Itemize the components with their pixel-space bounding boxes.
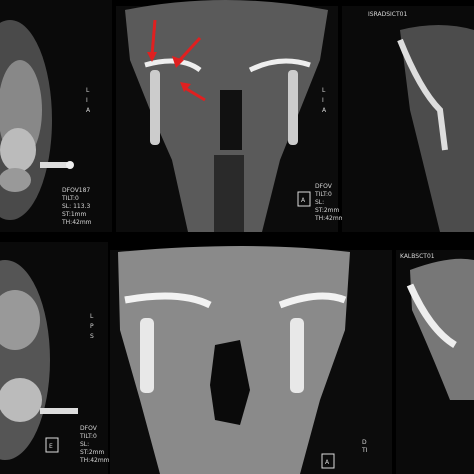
overlay-text: SL: [80,441,89,448]
anatomy-shape [40,408,78,414]
anatomy-shape [288,70,298,145]
anatomy-shape [124,292,347,309]
overlay-text: L [322,87,326,94]
overlay-text: DFOV [80,425,98,432]
overlay-text: SL: [315,199,324,206]
overlay-text: P [90,323,94,330]
overlay-text: A [301,197,306,204]
anatomy-shape [406,283,457,349]
overlay-text: TH:42mm [314,215,345,222]
anatomy-shape [0,128,36,172]
panel-top-right: ISRADSICT01 [342,6,474,232]
overlay-text: DFOV187 [62,187,90,194]
anatomy-shape [40,162,72,168]
overlay-text: SL: 113.3 [62,203,90,210]
anatomy-shape [410,258,474,400]
overlay-text: ST:2mm [315,207,339,214]
anatomy-shape [0,378,42,422]
overlay-text: TILT:0 [61,195,79,202]
overlay-text: ST:1mm [62,211,86,218]
overlay-text: I [86,97,88,104]
anatomy-shape [150,19,206,102]
overlay-text: L [90,313,94,320]
overlay-text: DFOV [315,183,333,190]
panel-bottom-right: KALBSCT01 [396,250,474,474]
overlay-text: E [49,443,53,450]
overlay-text: KALBSCT01 [400,253,435,260]
anatomy-shape [397,38,448,151]
panel-bottom-left: DFOV TILT:0 SL: ST:2mm TH:42mm E L P S [0,242,110,474]
anatomy-shape [290,318,304,393]
overlay-text: TILT:0 [314,191,332,198]
overlay-text: TH:42mm [79,457,110,464]
overlay-text: ISRADSICT01 [368,11,407,18]
anatomy-shape [45,437,59,453]
anatomy-shape [0,290,40,350]
anatomy-shape [0,168,31,192]
overlay-text: A [325,459,330,466]
overlay-text: TILT:0 [79,433,97,440]
anatomy-shape [220,90,242,150]
anatomy-shape [321,453,335,469]
anatomy-shape [210,340,250,425]
overlay-text: D [362,439,367,446]
overlay-text: I [322,97,324,104]
overlay-text: ST:2mm [80,449,104,456]
overlay-text: S [90,333,94,340]
anatomy-shape [297,191,311,207]
overlay-text: A [86,107,91,114]
anatomy-shape [147,52,191,92]
anatomy-shape [140,318,154,393]
panel-top-middle: DFOV TILT:0 SL: ST:2mm TH:42mm A L I A [116,0,345,232]
overlay-text: TH:42mm [61,219,92,226]
overlay-text: L [86,87,90,94]
anatomy-shape [150,70,160,145]
anatomy-shape [66,161,74,169]
panel-top-left: DFOV187 TILT:0 SL: 113.3 ST:1mm TH:42mm … [0,0,112,232]
panel-bottom-middle: D TI A [110,246,392,474]
overlay-text: TI [361,447,368,454]
overlay-text: A [322,107,327,114]
anatomy-shape [214,155,244,232]
